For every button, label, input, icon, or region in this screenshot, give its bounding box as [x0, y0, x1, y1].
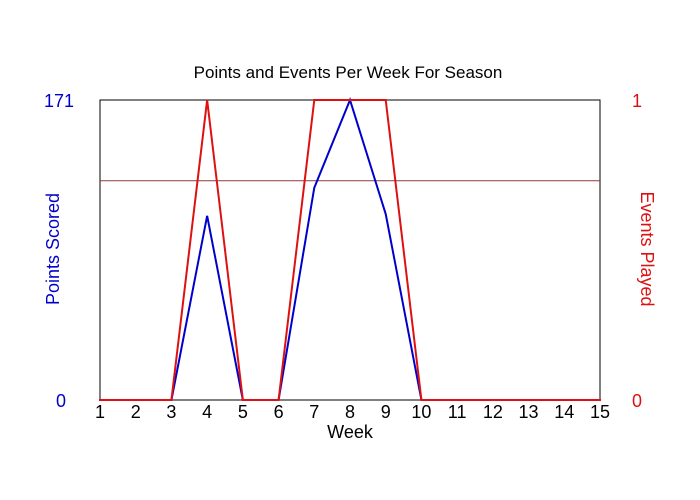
- x-tick-label-2: 2: [131, 402, 141, 422]
- x-tick-label-5: 5: [238, 402, 248, 422]
- x-axis-label: Week: [327, 422, 374, 442]
- x-tick-label-10: 10: [411, 402, 431, 422]
- x-tick-layer: 1 2 3 4 5 6 7 8 9 10 11 12 13 14 15: [95, 402, 610, 422]
- right-axis-tick-min: 0: [632, 391, 642, 411]
- x-tick-label-4: 4: [202, 402, 212, 422]
- x-tick-label-7: 7: [309, 402, 319, 422]
- x-tick-label-8: 8: [345, 402, 355, 422]
- x-tick-label-13: 13: [519, 402, 539, 422]
- right-axis-tick-max: 1: [632, 91, 642, 111]
- right-axis-label: Events Played: [637, 191, 657, 306]
- events-played-series-line: [99, 99, 601, 401]
- plot-area-frame: [99, 99, 601, 401]
- x-tick-label-3: 3: [166, 402, 176, 422]
- left-axis-tick-max: 171: [44, 91, 74, 111]
- points-scored-series-line: [99, 97, 601, 401]
- x-tick-label-9: 9: [381, 402, 391, 422]
- x-tick-label-11: 11: [448, 402, 467, 422]
- x-tick-label-14: 14: [554, 402, 574, 422]
- x-tick-label-12: 12: [483, 402, 503, 422]
- series-layer: [99, 97, 601, 401]
- x-tick-label-1: 1: [95, 402, 105, 422]
- x-tick-label-15: 15: [590, 402, 610, 422]
- x-tick-label-6: 6: [274, 402, 284, 422]
- left-axis-label: Points Scored: [43, 193, 63, 305]
- left-axis-tick-min: 0: [56, 391, 66, 411]
- chart-title: Points and Events Per Week For Season: [194, 63, 503, 82]
